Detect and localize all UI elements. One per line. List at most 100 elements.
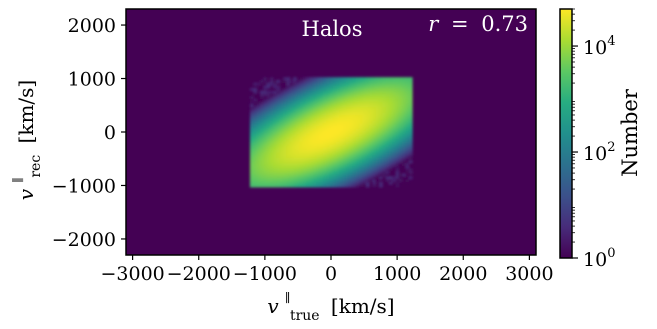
heatmap-cell: [302, 176, 307, 180]
heatmap-cell: [369, 77, 373, 81]
heatmap-cell: [359, 82, 364, 86]
heatmap-cell: [326, 136, 330, 140]
heatmap-cell: [263, 133, 268, 137]
heatmap-cell: [279, 103, 284, 108]
heatmap-cell: [259, 152, 264, 156]
heatmap-cell: [283, 162, 287, 167]
heatmap-cell: [372, 122, 377, 126]
heatmap-cell: [392, 93, 397, 97]
heatmap-cell: [316, 87, 321, 92]
heatmap-cell: [359, 178, 364, 183]
heatmap-cell: [405, 114, 410, 118]
heatmap-cell: [286, 170, 291, 175]
heatmap-cell: [302, 146, 307, 150]
heatmap-cell: [335, 98, 340, 102]
heatmap-cell: [339, 85, 344, 89]
heatmap-cell: [365, 141, 370, 145]
heatmap-cell: [269, 176, 274, 180]
heatmap-cell: [299, 106, 304, 110]
heatmap-cell: [365, 149, 370, 153]
heatmap-cell: [283, 103, 287, 108]
heatmap-cell: [269, 181, 274, 185]
heatmap-cell: [385, 85, 390, 89]
heatmap-cell: [326, 162, 330, 167]
heatmap-cell: [332, 178, 337, 183]
heatmap-cell: [302, 178, 307, 183]
heatmap-cell: [309, 77, 314, 81]
heatmap-cell: [398, 103, 403, 108]
heatmap-cell: [269, 79, 274, 84]
heatmap-cell: [279, 178, 284, 183]
heatmap-cell: [256, 125, 261, 129]
heatmap-cell: [372, 117, 377, 121]
heatmap-cell: [286, 160, 291, 164]
heatmap-cell: [329, 114, 334, 118]
heatmap-cell: [263, 184, 268, 188]
heatmap-cell: [266, 170, 271, 175]
heatmap-cell: [306, 154, 311, 158]
heatmap-cell: [306, 138, 311, 142]
heatmap-cell: [352, 125, 357, 129]
heatmap-cell: [309, 157, 314, 161]
heatmap-cell: [385, 178, 390, 183]
heatmap-cell: [306, 117, 311, 121]
heatmap-cell: [322, 144, 327, 148]
heatmap-cell: [329, 95, 334, 100]
heatmap-cell: [382, 103, 387, 108]
heatmap-cell: [256, 146, 261, 150]
heatmap-cell: [349, 98, 354, 102]
heatmap-cell: [382, 157, 387, 161]
heatmap-cell: [259, 119, 264, 124]
heatmap-cell: [332, 154, 337, 158]
heatmap-cell: [398, 95, 403, 100]
heatmap-cell: [382, 122, 387, 126]
heatmap-cell: [392, 149, 397, 153]
heatmap-cell: [355, 95, 360, 100]
y-tick-label: −2000: [52, 229, 116, 251]
heatmap-cell: [385, 146, 390, 150]
heatmap-cell: [369, 106, 373, 110]
heatmap-cell: [319, 181, 324, 185]
heatmap-cell: [365, 165, 370, 169]
heatmap-cell: [279, 127, 284, 132]
heatmap-cell: [296, 130, 301, 134]
heatmap-cell: [309, 160, 314, 164]
heatmap-cell: [289, 181, 294, 185]
heatmap-cell: [345, 119, 350, 124]
heatmap-cell: [349, 157, 354, 161]
heatmap-cell: [359, 181, 364, 185]
heatmap-cell: [378, 138, 383, 142]
heatmap-cell: [309, 144, 314, 148]
heatmap-cell: [309, 138, 314, 142]
heatmap-cell: [286, 90, 291, 94]
heatmap-cell: [286, 165, 291, 169]
heatmap-cell: [342, 122, 347, 126]
heatmap-cell: [299, 125, 304, 129]
heatmap-cell: [349, 162, 354, 167]
heatmap-cell: [309, 146, 314, 150]
heatmap-cell: [256, 157, 261, 161]
heatmap-cell: [395, 114, 400, 118]
heatmap-cell: [395, 157, 400, 161]
heatmap-cell: [286, 122, 291, 126]
heatmap-cell: [385, 79, 390, 84]
heatmap-cell: [286, 77, 291, 81]
heatmap-cell: [286, 95, 291, 100]
heatmap-cell: [319, 87, 324, 92]
heatmap-cell: [362, 111, 367, 116]
heatmap-cell: [382, 82, 387, 86]
heatmap-cell: [279, 130, 284, 134]
heatmap-cell: [286, 119, 291, 124]
heatmap-cell: [326, 119, 330, 124]
heatmap-cell: [249, 141, 254, 145]
heatmap-cell: [402, 101, 406, 105]
heatmap-cell: [259, 149, 264, 153]
heatmap-cell: [398, 119, 403, 124]
heatmap-cell: [332, 184, 337, 188]
heatmap-cell: [388, 111, 393, 116]
heatmap-cell: [322, 127, 327, 132]
heatmap-cell: [382, 127, 387, 132]
heatmap-cell: [326, 146, 330, 150]
heatmap-cell: [273, 125, 278, 129]
heatmap-cell: [388, 136, 393, 140]
